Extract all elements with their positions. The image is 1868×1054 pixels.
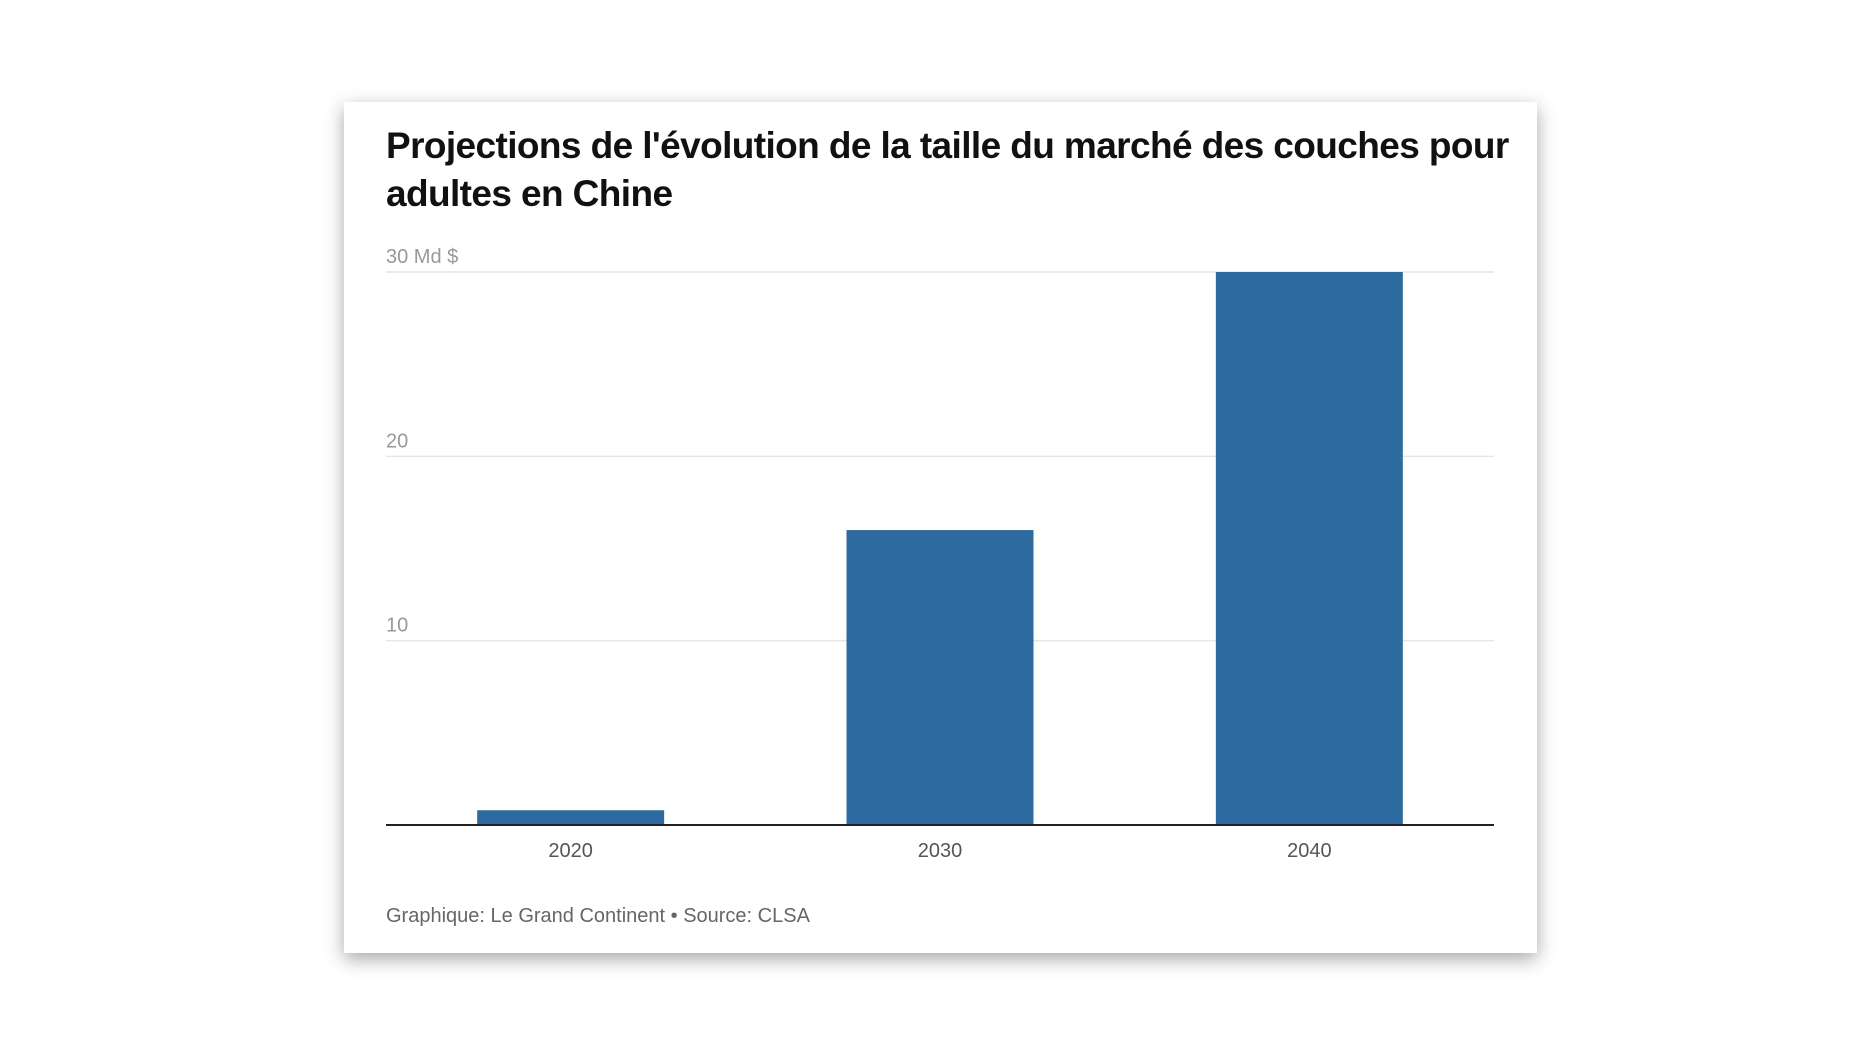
y-tick-label: 30 Md $ — [386, 246, 458, 268]
y-tick-label: 10 — [386, 615, 408, 637]
x-tick-label: 2040 — [1287, 840, 1332, 862]
bar-2030 — [846, 530, 1034, 825]
bar-chart: 10 20 30 Md $ 2020 2030 2040 — [386, 246, 1494, 862]
bar-2040 — [1215, 272, 1403, 825]
bar-2020 — [477, 810, 665, 825]
chart-footer: Graphique: Le Grand Continent • Source: … — [386, 905, 810, 927]
chart-card: Projections de l'évolution de la taille … — [344, 102, 1537, 953]
y-tick-label: 20 — [386, 430, 408, 452]
chart-title: Projections de l'évolution de la taille … — [386, 125, 1509, 214]
x-tick-label: 2020 — [548, 840, 593, 862]
x-tick-label: 2030 — [918, 840, 963, 862]
